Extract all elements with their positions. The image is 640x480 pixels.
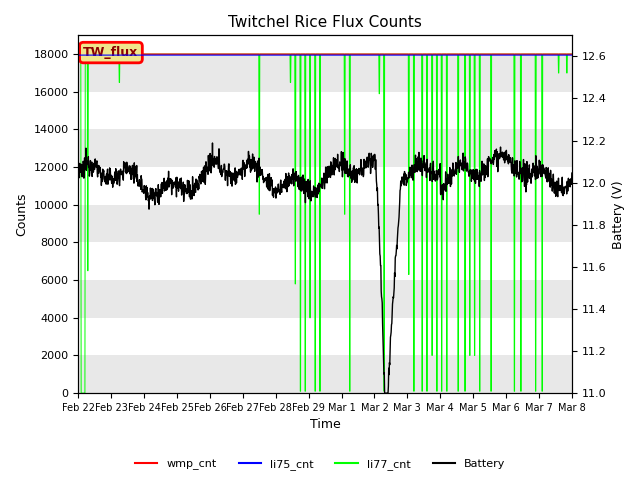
Bar	[79, 130, 572, 167]
X-axis label: Time: Time	[310, 419, 340, 432]
Y-axis label: Counts: Counts	[15, 192, 28, 236]
Bar	[79, 54, 572, 92]
Y-axis label: Battery (V): Battery (V)	[612, 180, 625, 249]
Bar	[79, 280, 572, 318]
Bar	[79, 356, 572, 393]
Bar	[79, 205, 572, 242]
Legend: wmp_cnt, li75_cnt, li77_cnt, Battery: wmp_cnt, li75_cnt, li77_cnt, Battery	[131, 455, 509, 474]
Text: TW_flux: TW_flux	[83, 46, 139, 59]
Title: Twitchel Rice Flux Counts: Twitchel Rice Flux Counts	[228, 15, 422, 30]
